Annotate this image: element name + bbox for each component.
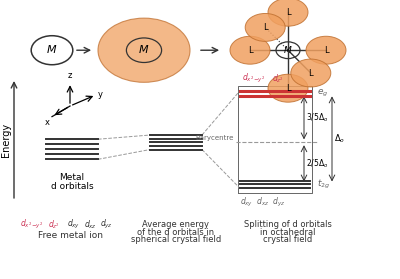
Text: L: L — [308, 69, 313, 78]
Text: in octahedral: in octahedral — [260, 228, 316, 237]
Text: $d_{z^2}$: $d_{z^2}$ — [48, 218, 60, 231]
Text: Energy: Energy — [1, 122, 11, 157]
Circle shape — [230, 36, 270, 64]
Text: z: z — [68, 71, 72, 80]
Text: Splitting of d orbitals: Splitting of d orbitals — [244, 220, 332, 229]
Text: spherical crystal field: spherical crystal field — [131, 235, 221, 244]
Text: of the d orbitals in: of the d orbitals in — [138, 228, 214, 237]
Circle shape — [268, 74, 308, 102]
Text: Barycentre: Barycentre — [196, 135, 234, 141]
Text: y: y — [98, 90, 103, 98]
Text: $d_{x^2\!-\!y^2}$: $d_{x^2\!-\!y^2}$ — [242, 71, 265, 85]
Text: $d_{xy}\ \ d_{xz}\ \ d_{yz}$: $d_{xy}\ \ d_{xz}\ \ d_{yz}$ — [240, 196, 285, 209]
Text: M: M — [47, 45, 57, 55]
Text: crystal field: crystal field — [263, 235, 313, 244]
Text: $d_{xy}$: $d_{xy}$ — [67, 218, 81, 231]
Text: $d_{x^2\!-\!y^2}$: $d_{x^2\!-\!y^2}$ — [20, 218, 44, 231]
Text: $2/5\Delta_o$: $2/5\Delta_o$ — [306, 157, 329, 170]
Text: Free metal ion: Free metal ion — [38, 231, 102, 240]
Circle shape — [268, 0, 308, 26]
Circle shape — [306, 36, 346, 64]
Text: x: x — [45, 118, 50, 127]
Text: M: M — [139, 45, 149, 55]
Circle shape — [245, 13, 285, 41]
Text: $d_{yz}$: $d_{yz}$ — [100, 218, 112, 231]
Text: L: L — [263, 23, 268, 32]
Text: $3/5\Delta_o$: $3/5\Delta_o$ — [306, 112, 329, 124]
Circle shape — [98, 18, 190, 82]
Text: d orbitals: d orbitals — [51, 182, 93, 191]
Text: L: L — [248, 46, 252, 55]
Text: L: L — [324, 46, 328, 55]
Text: L: L — [286, 84, 290, 93]
Circle shape — [291, 59, 331, 87]
Text: L: L — [286, 8, 290, 17]
Text: $\Delta_o$: $\Delta_o$ — [334, 133, 345, 145]
Text: M: M — [284, 46, 292, 55]
Text: $e_g$: $e_g$ — [317, 88, 328, 99]
Text: $d_{xz}$: $d_{xz}$ — [84, 218, 96, 231]
Text: Metal: Metal — [60, 173, 84, 182]
Text: Average energy: Average energy — [142, 220, 210, 229]
Text: $d_{z^2}$: $d_{z^2}$ — [272, 72, 284, 85]
Text: $t_{2g}$: $t_{2g}$ — [317, 178, 330, 191]
